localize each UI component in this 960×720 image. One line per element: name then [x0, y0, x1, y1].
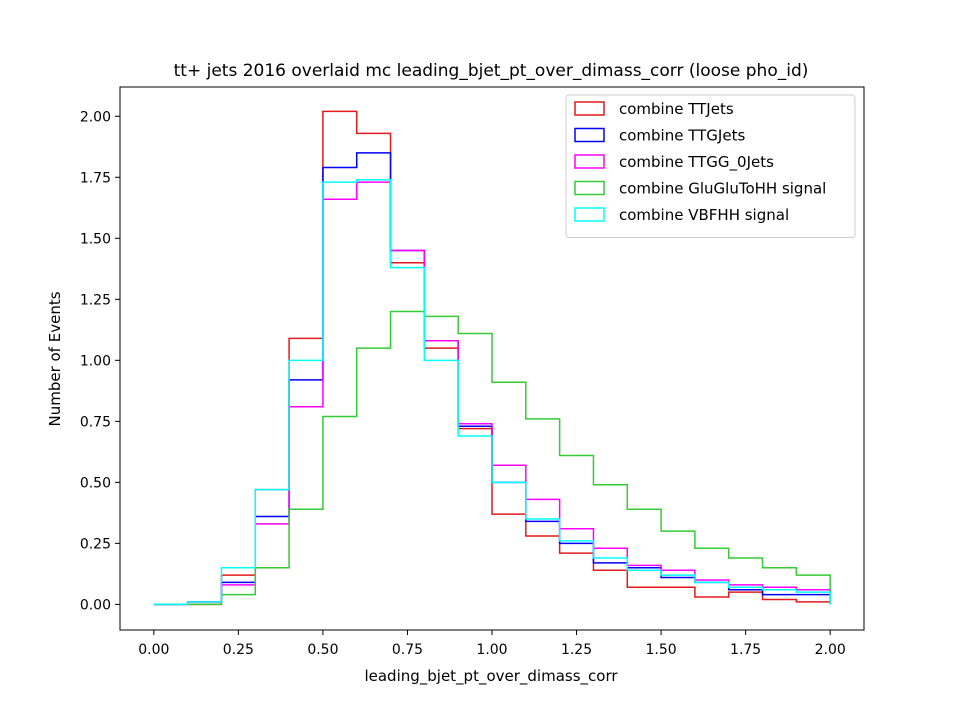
y-tick-label: 0.00: [80, 597, 111, 613]
y-tick-label: 1.25: [80, 292, 111, 308]
x-tick-label: 0.00: [138, 642, 169, 658]
y-axis-label: Number of Events: [46, 291, 64, 426]
y-tick-label: 0.50: [80, 475, 111, 491]
legend-entry-label: combine TTGG_0Jets: [619, 153, 774, 172]
y-tick-label: 1.75: [80, 170, 111, 186]
x-tick-label: 1.50: [646, 642, 677, 658]
plot-area: 0.00 0.25 0.50 0.75 1.00 1.25 1.50 1.75 2.00 0.00…: [80, 86, 865, 658]
x-tick-label: 1.25: [561, 642, 592, 658]
legend-swatch: [574, 127, 605, 143]
y-tick-label: 0.25: [80, 536, 111, 552]
y-tick-label: 1.00: [80, 353, 111, 369]
legend-swatch: [574, 154, 605, 169]
legend-box: [565, 94, 856, 238]
legend-swatch: [574, 207, 605, 222]
x-tick-label: 2.00: [815, 642, 846, 658]
x-tick-label: 1.00: [476, 642, 507, 658]
legend: combine TTJets combine TTGJets combine TTG…: [565, 94, 856, 238]
legend-swatch: [574, 180, 605, 196]
legend-entry-label: combine TTJets: [619, 100, 734, 118]
legend-entry-label: combine VBFHH signal: [619, 206, 789, 224]
x-tick-label: 1.75: [730, 642, 761, 658]
legend-entry-label: combine GluGluToHH signal: [619, 180, 826, 198]
y-tick-label: 1.50: [80, 231, 111, 247]
legend-entry-label: combine TTGJets: [619, 127, 745, 145]
y-tick-label: 0.75: [80, 414, 111, 430]
x-tick-label: 0.50: [307, 642, 338, 658]
series-line-4: [153, 178, 831, 606]
legend-swatch: [574, 101, 605, 116]
y-tick-label: 2.00: [80, 109, 111, 125]
series-line-3: [153, 310, 831, 606]
x-tick-label: 0.75: [392, 642, 423, 658]
x-tick-label: 0.25: [223, 642, 254, 658]
chart-title: tt+ jets 2016 overlaid mc leading_bjet_p…: [174, 61, 809, 81]
x-axis-label: leading_bjet_pt_over_dimass_corr: [364, 667, 618, 686]
